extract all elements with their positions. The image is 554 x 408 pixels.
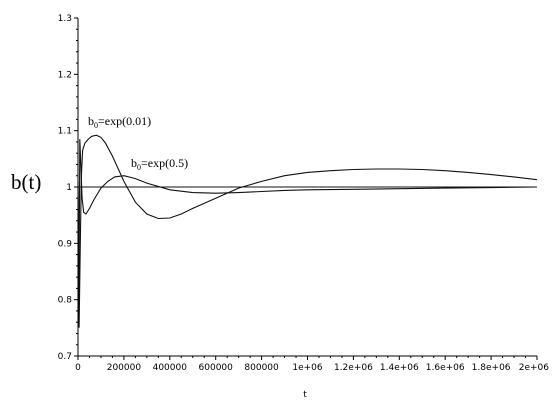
y-axis-title: b(t) bbox=[11, 170, 41, 194]
x-ticks: 0 200000 400000 600000 800000 1e+06 1.2e+06 1.4… bbox=[75, 356, 549, 373]
x-tick-label: 400000 bbox=[153, 363, 188, 373]
y-tick-label: 0.7 bbox=[58, 352, 72, 362]
x-tick-label: 1e+06 bbox=[292, 363, 323, 373]
y-tick-label: 0.8 bbox=[58, 296, 73, 306]
y-tick-label: 0.9 bbox=[58, 239, 73, 249]
x-tick-label: 200000 bbox=[107, 363, 142, 373]
annotations: b0=exp(0.01) b0=exp(0.5) bbox=[88, 114, 188, 172]
x-tick-label: 2e+06 bbox=[519, 363, 550, 373]
y-tick-label: 1 bbox=[66, 183, 72, 193]
x-tick-label: 0 bbox=[75, 363, 81, 373]
x-tick-label: 1.6e+06 bbox=[426, 363, 465, 373]
curve-annotation-1: b0=exp(0.01) bbox=[88, 114, 151, 130]
curves-layer bbox=[77, 134, 538, 328]
series-line-1 bbox=[77, 134, 538, 328]
x-tick-label: 1.4e+06 bbox=[380, 363, 419, 373]
series-line-2 bbox=[77, 139, 538, 323]
y-tick-label: 1.2 bbox=[58, 70, 72, 80]
x-tick-label: 1.8e+06 bbox=[472, 363, 511, 373]
y-tick-label: 1.3 bbox=[58, 14, 72, 24]
curve-annotation-2: b0=exp(0.5) bbox=[131, 156, 188, 172]
y-tick-label: 1.1 bbox=[58, 127, 72, 137]
x-tick-label: 1.2e+06 bbox=[334, 363, 373, 373]
x-tick-label: 600000 bbox=[199, 363, 234, 373]
x-tick-label: 800000 bbox=[244, 363, 279, 373]
y-ticks: 0.7 0.8 0.9 1 1.1 1.2 1.3 bbox=[58, 14, 78, 362]
x-axis-title: t bbox=[303, 390, 307, 400]
